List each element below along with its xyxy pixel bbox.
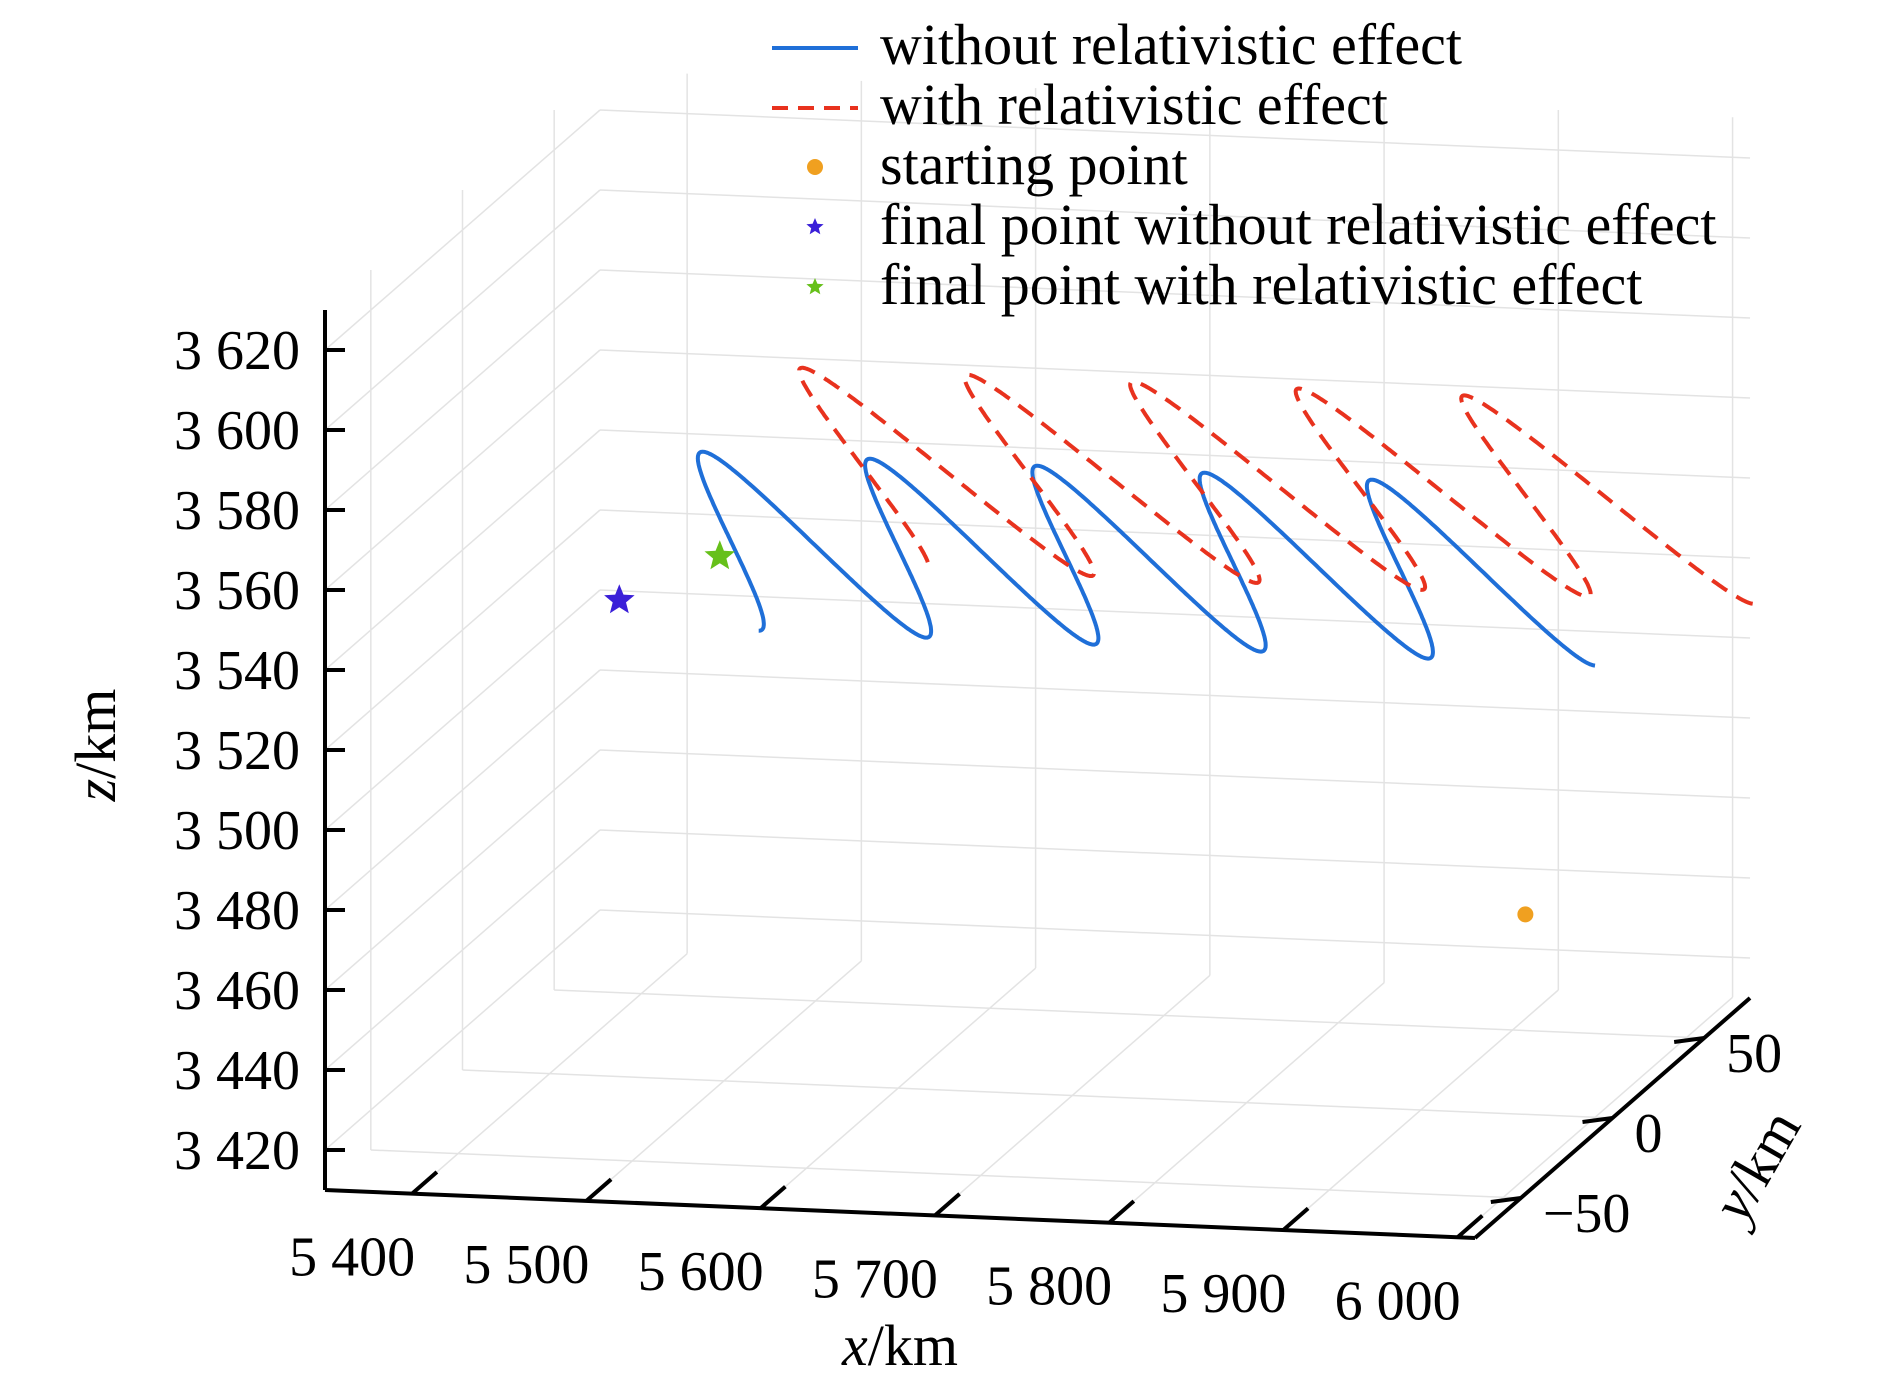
z-tick-label: 3 460	[174, 960, 300, 1022]
y-tick-mark	[1582, 1116, 1613, 1124]
grid-line-back-z	[599, 349, 1751, 399]
x-tick-label: 6 000	[1335, 1270, 1461, 1332]
x-tick-mark	[1107, 1199, 1136, 1225]
y-axis-label: y/km	[1696, 1099, 1813, 1236]
grid-line-back-z	[599, 109, 1751, 159]
grid-line-left-z	[324, 589, 601, 831]
grid-line-back-z	[599, 909, 1751, 959]
legend-item-with-relativistic: with relativistic effect	[772, 72, 1388, 137]
axes	[323, 310, 1752, 1240]
tick-labels: 5 400 5 500 5 600 5 700 5 800 5 900 6 000 3 620…	[174, 320, 1782, 1332]
y-tick-label: 50	[1726, 1023, 1782, 1085]
series-lines	[695, 365, 1754, 668]
x-axis-label: x/km	[841, 1313, 958, 1378]
grid-line-back-z	[599, 189, 1751, 239]
markers	[604, 540, 1534, 923]
marker-starting-point	[1517, 906, 1534, 923]
legend-label-without: without relativistic effect	[880, 12, 1462, 77]
grid-line-floor-y	[370, 1149, 1521, 1199]
grid-line-back-z	[599, 669, 1751, 719]
z-tick-label: 3 580	[174, 480, 300, 542]
series-line-solid	[695, 449, 1597, 668]
x-tick-mark	[759, 1185, 787, 1210]
grid-line-back-z	[599, 429, 1751, 479]
x-tick-label: 5 700	[812, 1248, 938, 1310]
grid-line-left-z	[324, 269, 601, 511]
legend-item-final-with: final point with relativistic effect	[806, 252, 1642, 317]
legend-swatch-circle	[807, 159, 823, 175]
x-tick-label: 5 900	[1160, 1263, 1286, 1325]
x-tick-mark	[410, 1170, 439, 1196]
grid-line-left-z	[324, 829, 601, 1071]
z-tick-label: 3 420	[174, 1120, 300, 1182]
grid-line-floor-y	[462, 1069, 1613, 1119]
grid-line-left-z	[324, 429, 601, 671]
grid-line-left-z	[324, 509, 601, 751]
z-tick-label: 3 600	[174, 400, 300, 462]
y-tick-label: −50	[1543, 1183, 1631, 1245]
series-line-dashed	[797, 365, 1754, 606]
y-tick-mark	[1673, 1036, 1705, 1044]
grid-line-back-z	[599, 829, 1751, 879]
grid-line-left-z	[324, 189, 601, 431]
x-tick-label: 5 500	[463, 1234, 589, 1296]
x-tick-label: 5 600	[638, 1241, 764, 1303]
x-tick-label: 5 400	[289, 1227, 415, 1289]
grid-line-left-z	[324, 349, 601, 591]
z-axis-label: z/km	[63, 689, 128, 803]
grid-line-back-z	[599, 589, 1751, 639]
x-tick-mark	[1282, 1206, 1310, 1232]
z-tick-label: 3 520	[174, 720, 300, 782]
z-tick-label: 3 480	[174, 880, 300, 942]
x-tick-label: 5 800	[986, 1256, 1112, 1318]
grid-line-left-z	[324, 909, 601, 1151]
legend: without relativistic effect with relativ…	[772, 12, 1716, 317]
legend-label-with: with relativistic effect	[880, 72, 1388, 137]
x-tick-mark	[933, 1192, 961, 1217]
legend-swatch-star-green	[806, 278, 824, 295]
grid-lines	[324, 73, 1751, 1238]
legend-item-without-relativistic: without relativistic effect	[772, 12, 1462, 77]
grid-line-left-z	[324, 669, 601, 911]
legend-label-starting: starting point	[880, 132, 1188, 197]
legend-swatch-star-blue	[806, 218, 824, 235]
z-tick-label: 3 500	[174, 800, 300, 862]
grid-line-back-z	[599, 509, 1751, 559]
x-tick-mark	[585, 1177, 613, 1203]
grid-line-back-z	[599, 269, 1751, 319]
z-tick-label: 3 440	[174, 1040, 300, 1102]
marker-final-point	[704, 540, 735, 570]
marker-final-point	[604, 584, 635, 614]
grid-line-left-z	[324, 749, 601, 991]
x-tick-mark	[1456, 1214, 1484, 1239]
legend-item-starting-point: starting point	[807, 132, 1188, 197]
legend-item-final-without: final point without relativistic effect	[806, 192, 1716, 257]
y-tick-label: 0	[1635, 1103, 1663, 1165]
grid-line-back-z	[599, 749, 1751, 799]
z-tick-label: 3 540	[174, 640, 300, 702]
grid-line-floor-y	[554, 989, 1705, 1039]
z-tick-label: 3 560	[174, 560, 300, 622]
y-tick-mark	[1490, 1196, 1522, 1204]
legend-label-final-without: final point without relativistic effect	[880, 192, 1716, 257]
legend-label-final-with: final point with relativistic effect	[880, 252, 1642, 317]
grid-line-left-z	[324, 109, 601, 351]
z-tick-label: 3 620	[174, 320, 300, 382]
